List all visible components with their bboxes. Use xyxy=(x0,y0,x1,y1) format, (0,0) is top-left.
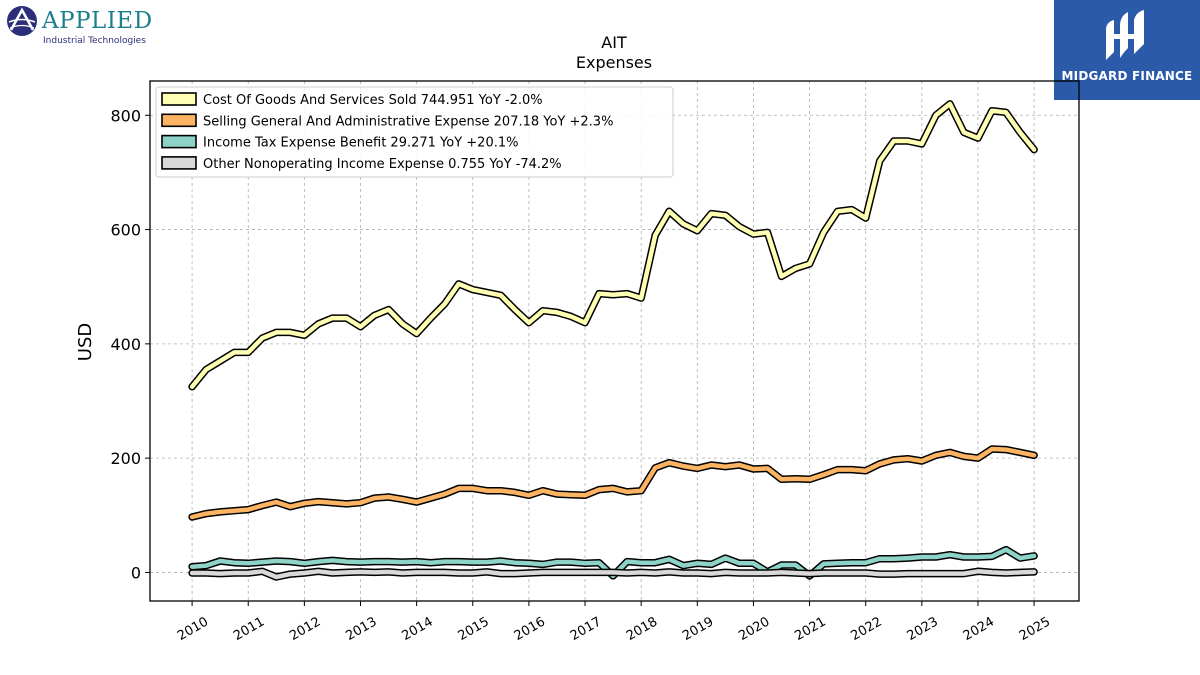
x-tick-label: 2013 xyxy=(343,614,379,644)
x-tick-label: 2017 xyxy=(568,614,604,644)
plot-frame xyxy=(149,80,1080,602)
legend-swatch xyxy=(161,134,197,149)
x-tick-label: 2012 xyxy=(287,614,323,644)
legend-label: Cost Of Goods And Services Sold 744.951 … xyxy=(203,93,543,108)
brand-tagline: Industrial Technologies xyxy=(43,36,146,46)
x-tick-label: 2023 xyxy=(905,614,941,644)
legend-label: Income Tax Expense Benefit 29.271 YoY +2… xyxy=(203,136,518,151)
x-tick-label: 2022 xyxy=(849,614,885,644)
x-tick-label: 2021 xyxy=(792,614,828,644)
x-tick-label: 2010 xyxy=(175,614,211,644)
y-axis-label: USD xyxy=(75,323,96,361)
y-tick-label: 200 xyxy=(110,449,141,468)
x-axis-ticks: 2010 2011 2012 2013 2014 2015 2016 2017 2018 2019… xyxy=(175,601,1053,644)
x-tick-label: 2014 xyxy=(399,614,435,644)
series-line-3 xyxy=(189,569,1037,580)
applied-logo: APPLIED Industrial Technologies xyxy=(6,4,166,50)
series-line-1 xyxy=(189,446,1037,520)
legend-label: Selling General And Administrative Expen… xyxy=(203,114,613,129)
x-tick-label: 2025 xyxy=(1017,614,1053,644)
legend: Cost Of Goods And Services Sold 744.951 … xyxy=(155,86,674,178)
midgard-finance-logo: MIDGARD FINANCE xyxy=(1054,0,1200,100)
y-axis-ticks: 0 200 400 600 800 xyxy=(110,106,150,582)
y-tick-label: 0 xyxy=(131,563,141,582)
legend-swatch xyxy=(161,113,197,128)
series-line-0 xyxy=(189,101,1037,389)
x-tick-label: 2015 xyxy=(456,614,492,644)
chart-title: AIT xyxy=(601,33,627,52)
legend-box xyxy=(155,86,674,178)
x-tick-label: 2024 xyxy=(961,614,997,644)
legend-label: Other Nonoperating Income Expense 0.755 … xyxy=(203,157,562,172)
x-tick-label: 2019 xyxy=(680,614,716,644)
brand-name: APPLIED xyxy=(42,8,153,34)
legend-swatch xyxy=(161,156,197,170)
series-lines xyxy=(188,100,1038,581)
legend-swatch xyxy=(161,92,197,106)
applied-globe-logo-icon xyxy=(7,6,37,36)
y-tick-label: 600 xyxy=(110,221,141,240)
midgard-finance-logo-icon xyxy=(1106,10,1144,60)
y-tick-label: 400 xyxy=(110,335,141,354)
x-tick-label: 2011 xyxy=(231,614,267,644)
y-tick-label: 800 xyxy=(110,106,141,125)
x-tick-label: 2020 xyxy=(736,614,772,644)
x-tick-label: 2016 xyxy=(512,614,548,644)
chart-subtitle: Expenses xyxy=(576,53,652,72)
x-tick-label: 2018 xyxy=(624,614,660,644)
brand-name: MIDGARD FINANCE xyxy=(1061,69,1193,83)
